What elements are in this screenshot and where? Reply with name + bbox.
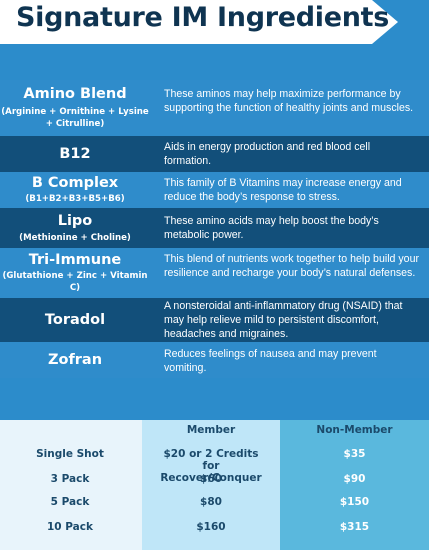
- ingredient-name: Zofran: [47, 351, 103, 368]
- member-price: $80: [200, 496, 222, 508]
- member-price: $160: [196, 521, 226, 533]
- price-row-label: 5 Pack: [50, 496, 90, 508]
- member-price: $20 or 2 Credits for Recover/Conquer: [160, 448, 262, 484]
- price-row-label: Single Shot: [36, 448, 104, 460]
- price-row-label: 10 Pack: [47, 521, 93, 533]
- member-column: [142, 420, 280, 550]
- non-member-column: [280, 420, 429, 550]
- price-row-label: 3 Pack: [50, 473, 90, 485]
- ingredient-description: These amino acids may help boost the bod…: [164, 215, 379, 241]
- ingredient-name: Tri-Immune: [28, 252, 122, 268]
- member-header: Member: [186, 424, 236, 436]
- ingredient-description: This blend of nutrients work together to…: [164, 253, 419, 279]
- ingredient-name: B12: [59, 145, 91, 162]
- ingredient-components: (Glutathione + Zinc + Vitamin C): [2, 271, 148, 293]
- ingredient-row-b-complex: B Complex (B1+B2+B3+B5+B6) This family o…: [0, 172, 429, 208]
- ingredient-row-tri-immune: Tri-Immune (Glutathione + Zinc + Vitamin…: [0, 248, 429, 298]
- ingredient-row-b12: B12 Aids in energy production and red bl…: [0, 136, 429, 172]
- ingredient-row-lipo: Lipo (Methionine + Choline) These amino …: [0, 208, 429, 248]
- ingredient-row-amino-blend: Amino Blend (Arginine + Ornithine + Lysi…: [0, 80, 429, 136]
- non-member-price: $150: [339, 496, 370, 508]
- page-title: Signature IM Ingredients: [16, 2, 390, 33]
- ingredients-section: Amino Blend (Arginine + Ornithine + Lysi…: [0, 48, 429, 420]
- ingredient-name: B Complex: [31, 175, 119, 191]
- ingredient-row-zofran: Zofran Reduces feelings of nausea and ma…: [0, 342, 429, 378]
- ingredient-components: (B1+B2+B3+B5+B6): [25, 194, 125, 204]
- ingredient-description: Aids in energy production and red blood …: [164, 141, 371, 167]
- member-price: $60: [200, 473, 222, 485]
- ingredient-description: These aminos may help maximize performan…: [164, 88, 414, 114]
- title-arrow-band: [0, 0, 398, 44]
- ingredient-description: A nonsteroidal anti-inflammatory drug (N…: [164, 300, 403, 340]
- pricing-table: Member Non-Member Single Shot $20 or 2 C…: [0, 420, 429, 550]
- non-member-price: $90: [343, 473, 366, 485]
- ingredient-name: Toradol: [44, 311, 106, 328]
- header-banner: Signature IM Ingredients: [0, 0, 429, 48]
- ingredient-name: Amino Blend: [23, 86, 127, 102]
- ingredient-name: Lipo: [57, 212, 93, 229]
- non-member-header: Non-Member: [316, 424, 393, 436]
- ingredient-row-toradol: Toradol A nonsteroidal anti-inflammatory…: [0, 298, 429, 342]
- non-member-price: $315: [339, 521, 370, 533]
- ingredient-description: Reduces feelings of nausea and may preve…: [164, 348, 377, 374]
- non-member-price: $35: [343, 448, 366, 460]
- ingredient-components: (Methionine + Choline): [19, 232, 131, 243]
- ingredient-description: This family of B Vitamins may increase e…: [164, 177, 402, 203]
- ingredient-components: (Arginine + Ornithine + Lysine + Citrull…: [1, 107, 149, 129]
